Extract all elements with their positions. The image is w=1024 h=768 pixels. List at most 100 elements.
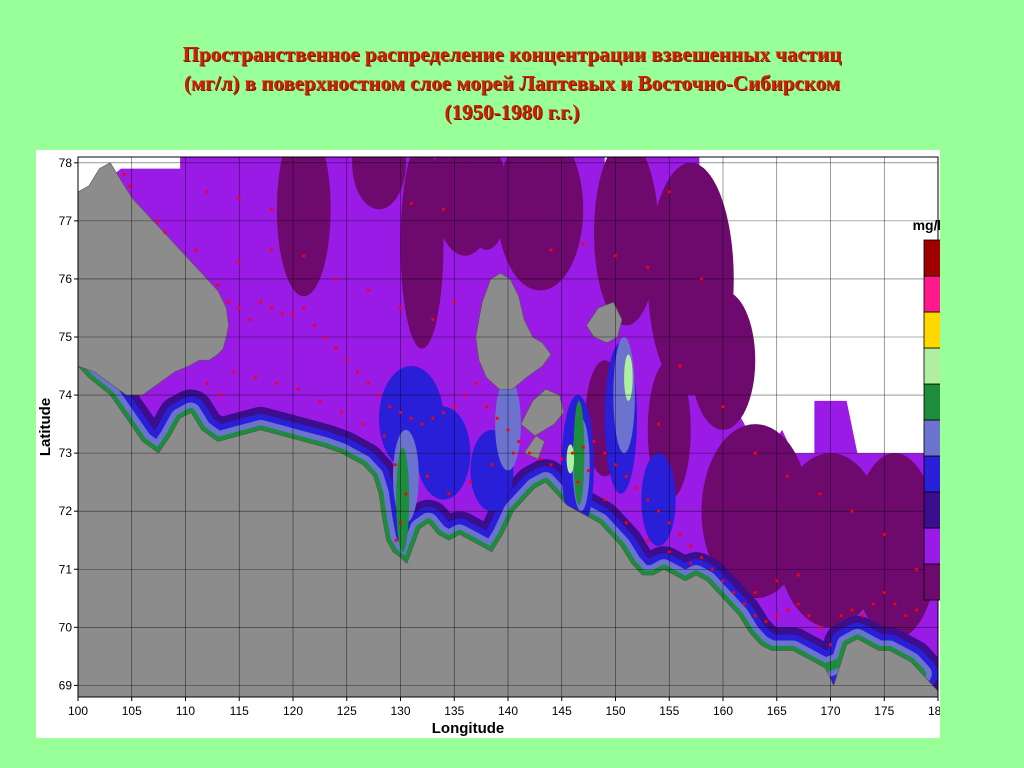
- sample-point: [366, 289, 370, 292]
- sample-point: [882, 533, 886, 536]
- y-tick-label: 78: [59, 156, 73, 170]
- sample-point: [700, 556, 703, 560]
- sample-point: [366, 382, 370, 385]
- sample-point: [646, 538, 650, 542]
- sample-point: [624, 474, 628, 478]
- sample-point: [818, 492, 822, 496]
- sample-point: [818, 625, 822, 629]
- patch-band-6: [624, 354, 633, 401]
- x-tick-label: 155: [659, 704, 679, 718]
- sample-point: [915, 567, 918, 571]
- sample-point: [393, 463, 397, 467]
- sample-point: [345, 358, 349, 362]
- colorbar-title: mg/l: [913, 217, 940, 233]
- patch-band-6: [566, 444, 575, 474]
- sample-point: [323, 335, 327, 339]
- sample-point: [689, 544, 693, 548]
- sample-point: [667, 521, 671, 525]
- y-tick-label: 70: [59, 620, 73, 634]
- sample-point: [721, 579, 725, 583]
- y-tick-label: 69: [59, 678, 73, 692]
- x-tick-label: 130: [390, 704, 410, 718]
- y-tick-label: 72: [59, 504, 73, 518]
- sample-point: [409, 202, 413, 205]
- sample-point: [302, 306, 306, 310]
- sample-point: [850, 509, 854, 513]
- sample-point: [635, 486, 639, 490]
- sample-point: [218, 393, 222, 397]
- sample-point: [657, 422, 660, 426]
- sample-point: [205, 190, 209, 194]
- colorbar-swatch: [923, 527, 940, 565]
- sample-point: [807, 614, 811, 618]
- sample-point: [721, 405, 725, 409]
- sample-point: [485, 405, 488, 409]
- sample-point: [237, 260, 241, 263]
- x-tick-label: 115: [230, 704, 249, 718]
- sample-point: [657, 509, 660, 513]
- sample-point: [447, 492, 451, 496]
- sample-point: [259, 300, 263, 304]
- sample-point: [205, 382, 209, 385]
- sample-point: [296, 387, 300, 391]
- sample-point: [227, 300, 230, 304]
- x-tick-label: 180: [928, 704, 940, 718]
- colorbar-swatch: [923, 455, 940, 493]
- sample-point: [753, 591, 757, 594]
- sample-point: [560, 457, 564, 461]
- sample-point: [796, 602, 800, 606]
- y-tick-label: 75: [59, 330, 73, 344]
- sample-point: [624, 521, 628, 525]
- sample-point: [882, 591, 886, 594]
- sample-point: [581, 242, 585, 246]
- y-tick-label: 73: [59, 446, 73, 460]
- colorbar-swatch: [923, 419, 940, 457]
- sample-point: [506, 428, 510, 432]
- sample-point: [253, 376, 257, 380]
- x-tick-label: 170: [820, 704, 840, 718]
- sample-point: [474, 382, 478, 385]
- sample-point: [431, 416, 435, 420]
- sample-point: [667, 190, 671, 194]
- sample-point: [128, 184, 131, 188]
- sample-point: [452, 405, 456, 409]
- sample-point: [404, 492, 408, 496]
- plume-band-0-1: [852, 453, 938, 639]
- sample-point: [425, 474, 429, 478]
- chart-svg: 100 105 110 115 120 125 130 135 140 145 150 155 160 1…: [37, 156, 940, 737]
- sample-point: [361, 422, 365, 426]
- x-tick-label: 100: [68, 704, 88, 718]
- sample-point: [603, 451, 607, 455]
- plume-band-0-1: [594, 157, 659, 326]
- sample-point: [646, 265, 650, 269]
- title-line: Пространственное распределение концентра…: [182, 42, 842, 66]
- sample-point: [452, 300, 456, 304]
- sample-point: [571, 451, 574, 455]
- sample-point: [495, 416, 499, 420]
- sample-point: [581, 445, 585, 449]
- sample-point: [409, 416, 413, 420]
- axes: 100 105 110 115 120 125 130 135 140 145 150 155 160 1…: [37, 156, 940, 737]
- sample-point: [667, 550, 671, 554]
- sample-point: [764, 620, 768, 623]
- sample-point: [270, 207, 273, 211]
- sample-point: [399, 521, 402, 525]
- sample-point: [399, 411, 402, 414]
- sample-point: [490, 463, 494, 467]
- sample-point: [280, 312, 284, 316]
- x-tick-label: 150: [605, 704, 625, 718]
- colorbar-swatch: [923, 347, 940, 385]
- sample-point: [753, 451, 757, 455]
- sample-point: [275, 382, 279, 385]
- sample-point: [829, 643, 832, 647]
- x-tick-label: 175: [874, 704, 894, 718]
- sample-point: [678, 364, 682, 368]
- sample-point: [511, 451, 515, 455]
- sample-point: [334, 347, 338, 351]
- colorbar-swatch: [923, 311, 940, 349]
- sample-point: [872, 602, 875, 606]
- sample-point: [388, 405, 392, 409]
- sample-point: [442, 207, 445, 211]
- sample-point: [399, 306, 402, 310]
- sample-point: [122, 173, 126, 176]
